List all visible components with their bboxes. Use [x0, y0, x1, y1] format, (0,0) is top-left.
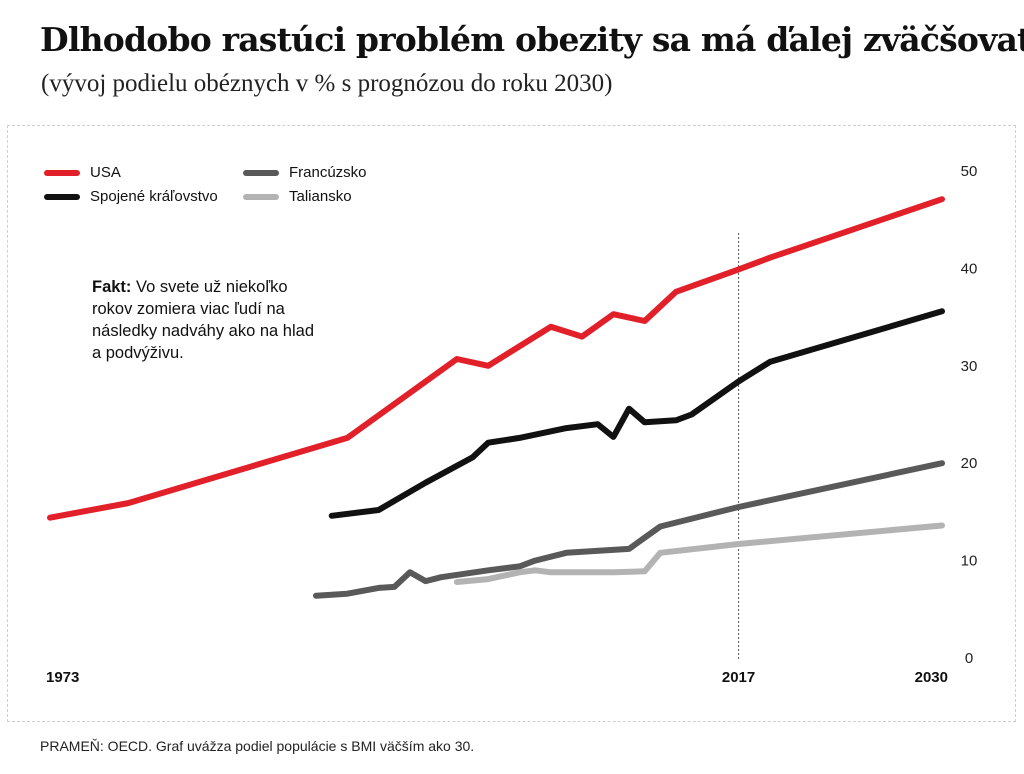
chart-frame [7, 125, 1016, 722]
legend-label-usa: USA [90, 164, 121, 181]
fact-note-lead: Fakt: [92, 278, 132, 296]
series-line-italy [453, 522, 945, 585]
x-axis-ticks: 1973 2017 2030 [46, 669, 948, 686]
source-note: PRAMEŇ: OECD. Graf uvážza podiel populác… [40, 738, 475, 754]
series-line-france [313, 460, 945, 599]
legend-swatch-usa [44, 169, 80, 176]
legend-item-italy: Taliansko [243, 188, 352, 205]
legend-item-france: Francúzsko [243, 164, 367, 181]
legend-label-italy: Taliansko [289, 188, 352, 205]
series-line-uk [328, 308, 945, 519]
x-tick-label: 1973 [46, 669, 79, 686]
y-tick-label: 20 [961, 455, 978, 472]
fact-note: Fakt: Vo svete už niekoľko rokov zomiera… [92, 276, 317, 364]
legend-swatch-italy [243, 193, 279, 200]
y-tick-label: 30 [961, 358, 978, 375]
legend-label-france: Francúzsko [289, 164, 367, 181]
x-tick-label: 2017 [722, 669, 755, 686]
legend-item-usa: USA [44, 164, 121, 181]
fact-note-text: Vo svete už niekoľko rokov zomiera viac … [92, 278, 314, 362]
y-tick-label: 0 [965, 650, 973, 667]
legend-swatch-france [243, 169, 279, 176]
chart-subtitle: (vývoj podielu obéznych v % s prognózou … [41, 70, 613, 97]
chart-title: Dlhodobo rastúci problém obezity sa má ď… [40, 20, 1024, 59]
y-tick-label: 40 [961, 260, 978, 277]
legend-label-uk: Spojené kráľovstvo [90, 188, 218, 205]
legend-swatch-uk [44, 193, 80, 200]
series-layer [47, 196, 945, 599]
y-tick-label: 10 [961, 553, 978, 570]
x-tick-label: 2030 [915, 669, 948, 686]
legend-item-uk: Spojené kráľovstvo [44, 188, 218, 205]
y-tick-label: 50 [961, 163, 978, 180]
y-axis-ticks: 0 10 20 30 40 50 [961, 163, 978, 667]
series-line-usa [47, 196, 945, 521]
